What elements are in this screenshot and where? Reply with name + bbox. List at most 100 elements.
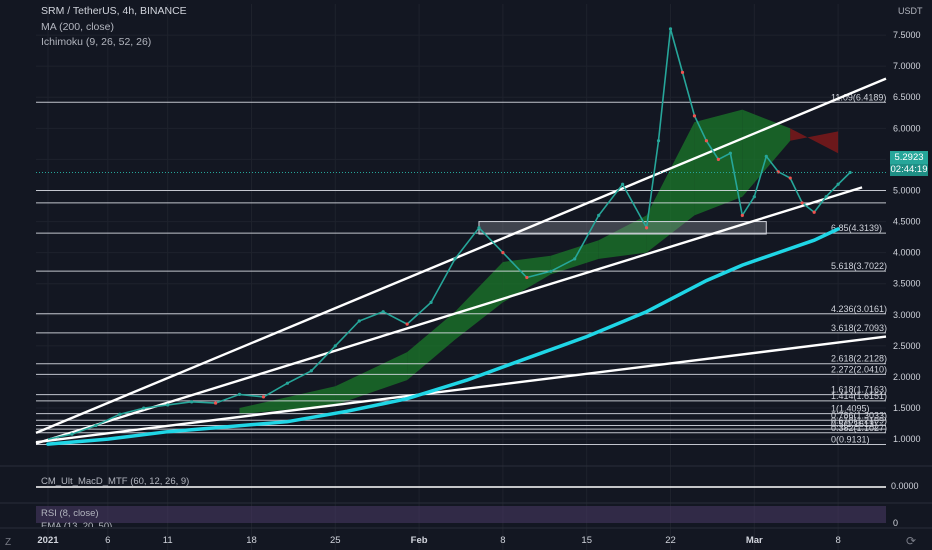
price-point-37 <box>788 176 792 180</box>
fib-label-13: 0.382(1.1027) <box>831 423 887 433</box>
y-tick-label-6: 4.0000 <box>893 248 921 258</box>
cloud-segment-9 <box>742 109 791 197</box>
price-point-11 <box>309 369 313 373</box>
price-point-2 <box>94 423 98 428</box>
price-point-20 <box>525 275 529 280</box>
cloud-segment-10 <box>790 128 839 154</box>
rsi-band <box>36 506 886 523</box>
price-point-18 <box>477 226 481 230</box>
trendline-upper-channel <box>35 77 887 435</box>
fib-label-4: 3.618(2.7093) <box>831 323 887 333</box>
ema-legend[interactable]: EMA (13, 20, 50) <box>41 521 113 527</box>
fib-label-2: 5.618(3.7022) <box>831 261 887 271</box>
price-point-28 <box>680 70 685 74</box>
y-tick-label-12: 7.0000 <box>893 61 921 71</box>
fib-label-11: 0.618(1.2199) <box>831 415 887 425</box>
last-price-badge: 5.2923 <box>890 151 928 164</box>
y-tick-label-4: 3.0000 <box>893 310 921 320</box>
rsi-pane <box>0 502 932 529</box>
zoom-button[interactable]: Z <box>5 537 12 548</box>
price-point-1 <box>70 432 74 436</box>
price-point-39 <box>812 210 816 214</box>
y-tick-label-0: 1.0000 <box>893 434 921 444</box>
price-point-7 <box>213 401 218 405</box>
price-point-27 <box>668 27 673 31</box>
x-tick-label-8: 22 <box>665 535 676 546</box>
price-point-32 <box>728 151 732 155</box>
price-point-29 <box>692 114 697 118</box>
fib-label-6: 2.272(2.0410) <box>831 364 887 374</box>
price-point-35 <box>764 154 768 158</box>
fibonacci-levels: 11.09(6.4189) 6.85(4.3139) 5.618(3.7022) 4.… <box>36 92 887 446</box>
y-tick-label-13: 7.5000 <box>893 30 921 40</box>
price-point-5 <box>166 403 170 407</box>
fib-label-1: 6.85(4.3139) <box>831 223 882 233</box>
ichimoku-legend[interactable]: Ichimoku (9, 26, 52, 26) <box>41 36 152 48</box>
price-point-23 <box>597 213 601 217</box>
x-tick-label-6: 8 <box>500 535 505 546</box>
refresh-icon[interactable]: ⟳ <box>906 534 917 548</box>
trendlines[interactable] <box>35 77 887 445</box>
x-tick-label-3: 18 <box>246 535 257 546</box>
x-tick-label-1: 6 <box>105 535 110 546</box>
fib-label-10: 0.786(1.3033) <box>831 410 887 420</box>
countdown-badge: 02:44:19 <box>890 164 928 176</box>
cloud-segment-6 <box>598 215 647 259</box>
price-point-6 <box>190 400 194 404</box>
y-tick-label-5: 3.5000 <box>893 279 921 289</box>
x-tick-label-0: 2021 <box>37 535 59 546</box>
price-point-14 <box>381 310 385 314</box>
x-tick-label-10: 8 <box>835 535 840 546</box>
trendline-long-support <box>35 335 887 444</box>
x-tick-label-9: Mar <box>746 535 763 546</box>
cloud-segment-1 <box>335 352 408 405</box>
price-point-42 <box>848 170 852 175</box>
macd-pane <box>0 465 932 488</box>
currency-label: USDT <box>898 6 923 16</box>
macd-zero-label: 0.0000 <box>891 481 919 491</box>
fib-label-9: 1(1.4095) <box>831 404 870 414</box>
y-tick-label-8: 5.0000 <box>893 185 921 195</box>
trendline-lower-channel <box>35 186 863 445</box>
rsi-legend[interactable]: RSI (8, close) <box>41 508 99 519</box>
price-point-19 <box>501 251 505 255</box>
price-point-31 <box>716 157 720 162</box>
price-point-30 <box>704 139 709 143</box>
y-tick-label-3: 2.5000 <box>893 341 921 351</box>
ma-200-line <box>46 227 840 446</box>
fib-label-14: 0(0.9131) <box>831 435 870 445</box>
fib-label-8: 1.414(1.6151) <box>831 391 887 401</box>
price-point-4 <box>142 406 146 410</box>
price-point-40 <box>824 195 828 199</box>
chart-title: SRM / TetherUS, 4h, BINANCE <box>41 5 187 17</box>
macd-legend[interactable]: CM_Ult_MacD_MTF (60, 12, 26, 9) <box>41 476 190 487</box>
fib-label-7: 1.618(1.7163) <box>831 385 887 395</box>
series-lines <box>36 27 886 446</box>
price-point-16 <box>429 300 433 304</box>
ma-legend[interactable]: MA (200, close) <box>41 21 114 33</box>
price-point-13 <box>357 319 361 323</box>
price-point-12 <box>333 344 337 348</box>
cloud-segment-7 <box>646 122 695 253</box>
fib-label-3: 4.236(3.0161) <box>831 304 887 314</box>
range-box-rect <box>478 221 767 235</box>
grid-lines <box>36 4 886 550</box>
price-point-21 <box>549 269 553 273</box>
cloud-segment-2 <box>407 311 456 381</box>
price-point-22 <box>573 257 577 261</box>
time-axis[interactable]: 2021 6 11 18 25 Feb 8 15 22 Mar 8 <box>37 535 840 546</box>
price-point-26 <box>656 139 661 143</box>
cloud-segment-8 <box>694 109 743 216</box>
price-point-10 <box>285 381 290 385</box>
y-tick-label-10: 6.0000 <box>893 123 921 133</box>
price-point-25 <box>644 226 649 230</box>
price-point-38 <box>800 201 804 205</box>
x-tick-label-7: 15 <box>581 535 592 546</box>
price-point-3 <box>118 412 122 416</box>
price-point-17 <box>453 257 457 261</box>
price-point-8 <box>237 392 242 396</box>
y-tick-label-1: 1.5000 <box>893 403 921 413</box>
price-point-41 <box>836 182 840 186</box>
